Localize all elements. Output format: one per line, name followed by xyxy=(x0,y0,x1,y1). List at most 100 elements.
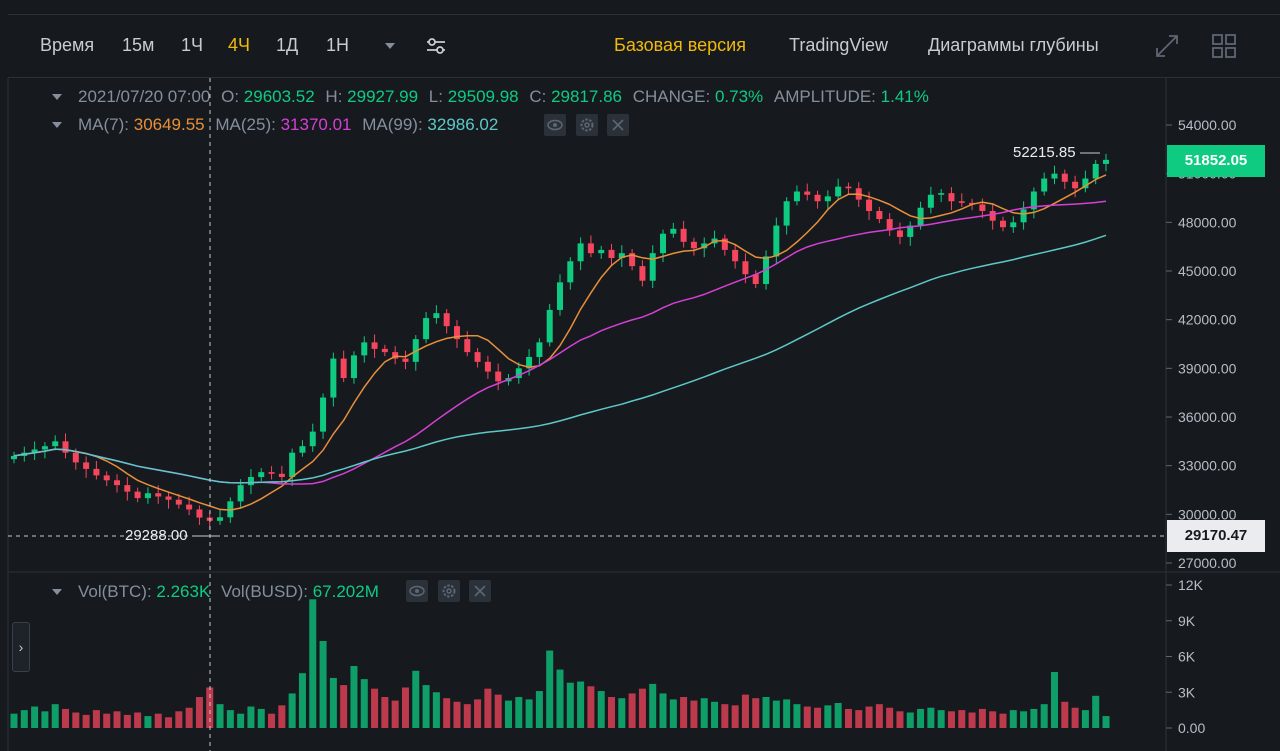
volume-bar xyxy=(834,702,842,728)
candle-body xyxy=(793,191,800,202)
ohlc-legend: 2021/07/20 07:00 O: 29603.52 H: 29927.99… xyxy=(78,87,929,107)
candle-body xyxy=(1103,159,1109,164)
interval-1h[interactable]: 1Ч xyxy=(181,35,204,55)
volume-bar xyxy=(432,692,440,728)
candle-body xyxy=(824,196,831,202)
ma-settings-button[interactable] xyxy=(576,114,598,136)
candle-body xyxy=(1051,173,1058,179)
candle-body xyxy=(453,326,460,340)
volume-bar xyxy=(474,699,482,728)
candle-body xyxy=(629,253,636,267)
time-button[interactable]: Время xyxy=(40,35,95,55)
candle-body xyxy=(1030,191,1037,210)
volume-bar xyxy=(1040,704,1048,728)
fullscreen-icon[interactable] xyxy=(1154,33,1180,59)
side-expand-button[interactable]: › xyxy=(12,622,30,672)
volume-bar xyxy=(72,712,80,728)
view-tradingview[interactable]: TradingView xyxy=(789,35,889,55)
more-intervals-icon[interactable] xyxy=(385,43,395,49)
volume-bar xyxy=(772,700,780,728)
view-depth[interactable]: Диаграммы глубины xyxy=(928,35,1099,55)
ma-collapse-icon[interactable] xyxy=(52,122,62,128)
candle-body xyxy=(783,201,790,226)
volume-bar xyxy=(566,682,574,728)
volume-bar xyxy=(587,686,595,728)
volume-bar xyxy=(165,717,173,728)
volume-bar xyxy=(381,697,389,728)
close-icon xyxy=(612,119,624,131)
candle-body xyxy=(52,441,59,447)
volume-tick-label: 0.00 xyxy=(1178,720,1205,736)
settings-sliders-icon[interactable] xyxy=(423,33,449,59)
candle-body xyxy=(423,318,430,340)
volume-bar xyxy=(546,650,554,728)
vol-busd-value: 67.202M xyxy=(312,582,379,601)
vol-settings-button[interactable] xyxy=(438,580,460,602)
candle-body xyxy=(979,204,986,211)
volume-bar xyxy=(371,688,379,728)
vol-visibility-button[interactable] xyxy=(406,580,428,602)
ma-remove-button[interactable] xyxy=(607,114,629,136)
volume-bar xyxy=(195,697,203,728)
ma25-line xyxy=(13,200,1107,485)
candle-body xyxy=(526,356,533,369)
interval-4h[interactable]: 4Ч xyxy=(228,35,251,55)
volume-bar xyxy=(917,708,925,728)
volume-bar xyxy=(690,700,698,728)
candle-body xyxy=(330,358,337,398)
layout-grid-icon[interactable] xyxy=(1211,33,1237,59)
volume-bar xyxy=(741,694,749,728)
volume-bar xyxy=(783,699,791,728)
interval-1d[interactable]: 1Д xyxy=(276,35,299,55)
ma-visibility-button[interactable] xyxy=(544,114,566,136)
candle-body xyxy=(237,485,244,502)
volume-bar xyxy=(92,710,100,728)
candle-body xyxy=(381,348,388,353)
candle-body xyxy=(587,243,594,254)
volume-bar xyxy=(412,670,420,728)
volume-bar xyxy=(298,673,306,728)
price-tick-label: 27000.00 xyxy=(1178,555,1237,571)
candle-body xyxy=(598,249,605,254)
candle-body xyxy=(392,352,399,359)
gear-icon xyxy=(580,118,594,132)
candle-body xyxy=(340,358,347,379)
ohlc-collapse-icon[interactable] xyxy=(52,94,62,100)
vol-remove-button[interactable] xyxy=(469,580,491,602)
candle-body xyxy=(876,210,883,220)
volume-bar xyxy=(1009,710,1017,728)
volume-tick-label: 3K xyxy=(1178,684,1196,700)
volume-bar xyxy=(824,705,832,728)
candle-body xyxy=(258,472,265,478)
candle-body xyxy=(567,261,574,283)
candle-body xyxy=(1041,178,1048,192)
gear-icon xyxy=(442,584,456,598)
interval-15m[interactable]: 15м xyxy=(122,35,155,55)
volume-bar xyxy=(886,707,894,728)
volume-bar xyxy=(237,713,245,728)
candle-body xyxy=(814,194,821,202)
volume-bar xyxy=(958,710,966,728)
candle-body xyxy=(917,207,924,226)
volume-bar xyxy=(525,699,533,728)
volume-bar xyxy=(865,706,873,728)
volume-bar xyxy=(989,711,997,728)
candle-body xyxy=(464,339,471,353)
vol-collapse-icon[interactable] xyxy=(52,589,62,595)
volume-bar xyxy=(134,712,142,728)
volume-bar xyxy=(556,669,564,728)
interval-1w[interactable]: 1Н xyxy=(326,35,350,55)
high-marker: 52215.85 xyxy=(1013,144,1076,161)
candle-body xyxy=(938,193,945,195)
candle-body xyxy=(732,249,739,262)
candle-body xyxy=(618,253,625,259)
volume-bar xyxy=(175,711,183,728)
view-basic[interactable]: Базовая версия xyxy=(614,35,746,55)
candle-body xyxy=(299,446,306,453)
candle-body xyxy=(557,282,563,310)
candle-body xyxy=(577,243,584,262)
volume-bar xyxy=(906,712,914,728)
low-marker: 29288.00 xyxy=(125,527,188,544)
candle-body xyxy=(278,473,285,478)
